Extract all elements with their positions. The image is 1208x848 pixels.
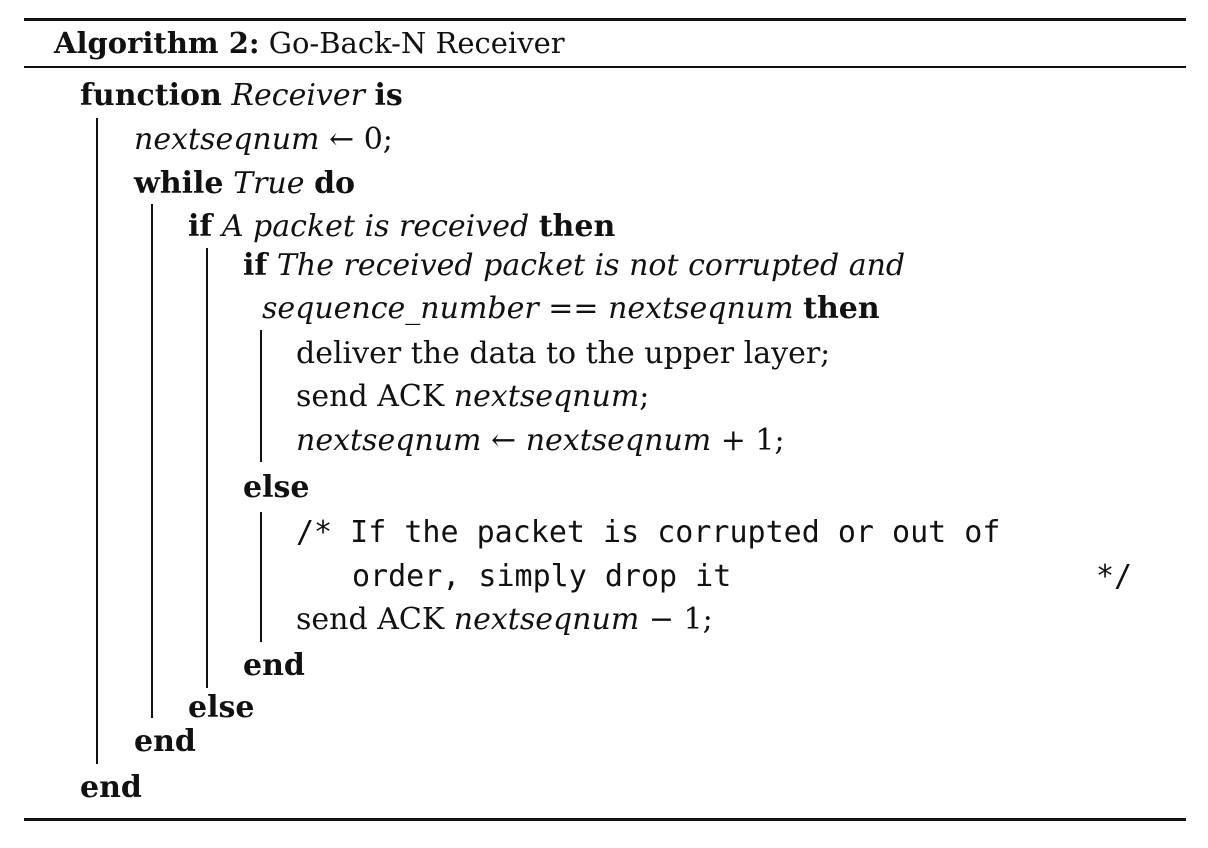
var-nextseqnum: nextseqnum — [454, 602, 640, 637]
send-ack-text: send ACK — [296, 602, 454, 637]
top-rule — [24, 18, 1186, 21]
keyword-then: then — [803, 291, 880, 326]
comment-text-1: /* If the packet is corrupted or out of — [296, 515, 1000, 550]
assign-operator: ← — [482, 423, 526, 458]
comment-text-2: order, simply drop it — [352, 559, 731, 594]
line-increment: nextseqnum ← nextseqnum + 1; — [296, 421, 785, 461]
indent-bar-function — [96, 118, 98, 764]
line-end-while: end — [134, 722, 196, 762]
keyword-do: do — [314, 166, 355, 201]
if-condition: A packet is received — [222, 209, 529, 244]
line-if-received: if A packet is received then — [188, 207, 615, 247]
assign-zero: ← 0; — [320, 122, 393, 157]
plus-one: + 1; — [711, 423, 784, 458]
indent-bar-else-branch — [260, 512, 262, 642]
minus-one: − 1; — [639, 602, 712, 637]
algorithm-caption: Algorithm 2: Go-Back-N Receiver — [54, 24, 565, 62]
deliver-statement: deliver the data to the upper layer; — [296, 336, 830, 371]
caption-label: Algorithm 2: — [54, 26, 260, 60]
line-comment-2: order, simply drop it — [352, 557, 731, 597]
keyword-if: if — [243, 248, 267, 283]
var-sequence-number: sequence_number — [262, 291, 539, 326]
line-comment-1: /* If the packet is corrupted or out of — [296, 513, 1000, 553]
keyword-end: end — [243, 648, 305, 683]
while-condition: True — [233, 166, 304, 201]
var-nextseqnum: nextseqnum — [454, 379, 640, 414]
if-condition-part1: The received packet is not corrupted and — [277, 248, 905, 283]
caption-rule — [24, 66, 1186, 68]
bottom-rule — [24, 818, 1186, 821]
keyword-while: while — [134, 166, 224, 201]
line-else-inner: else — [243, 468, 309, 508]
line-while: while True do — [134, 164, 355, 204]
line-else-outer: else — [188, 688, 254, 728]
var-nextseqnum: nextseqnum — [526, 423, 712, 458]
comment-close-text: */ — [1096, 559, 1132, 594]
statement-end: ; — [639, 379, 649, 414]
line-send-ack-prev: send ACK nextseqnum − 1; — [296, 600, 713, 640]
keyword-if: if — [188, 209, 212, 244]
line-if-not-corrupted: if The received packet is not corrupted … — [243, 246, 905, 286]
line-function-header: function Receiver is — [80, 76, 403, 116]
line-deliver: deliver the data to the upper layer; — [296, 334, 830, 374]
comment-close: */ — [1096, 557, 1132, 597]
keyword-else: else — [188, 690, 254, 725]
keyword-function: function — [80, 78, 222, 113]
keyword-else: else — [243, 470, 309, 505]
function-name: Receiver — [231, 78, 365, 113]
line-end-inner-if: end — [243, 646, 305, 686]
keyword-end: end — [134, 724, 196, 759]
line-sequence-check: sequence_number == nextseqnum then — [262, 289, 880, 329]
send-ack-text: send ACK — [296, 379, 454, 414]
keyword-is: is — [375, 78, 403, 113]
indent-bar-then-branch — [260, 330, 262, 462]
indent-bar-while — [151, 204, 153, 718]
keyword-end: end — [80, 770, 142, 805]
equality-operator: == — [539, 291, 608, 326]
var-nextseqnum: nextseqnum — [608, 291, 794, 326]
keyword-then: then — [539, 209, 616, 244]
line-end-function: end — [80, 768, 142, 808]
line-init: nextseqnum ← 0; — [134, 120, 393, 160]
var-nextseqnum: nextseqnum — [296, 423, 482, 458]
caption-title: Go-Back-N Receiver — [269, 26, 565, 60]
var-nextseqnum: nextseqnum — [134, 122, 320, 157]
line-send-ack: send ACK nextseqnum; — [296, 377, 649, 417]
indent-bar-if-received — [206, 248, 208, 688]
